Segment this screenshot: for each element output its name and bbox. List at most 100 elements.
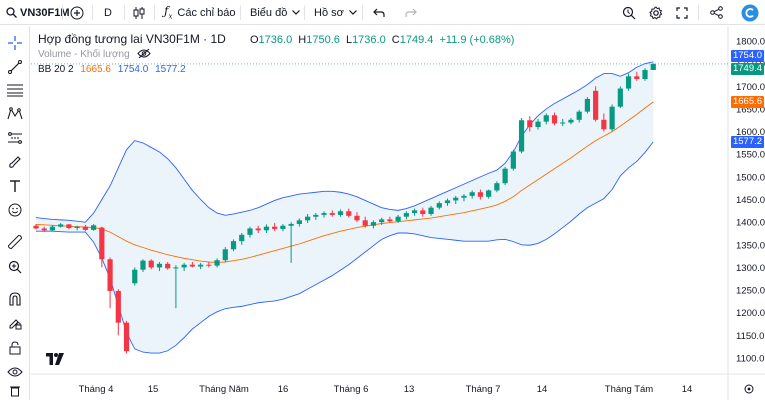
fib-tool[interactable] <box>4 79 26 101</box>
chevron-down-icon <box>292 10 301 15</box>
pencil-lock-icon <box>9 319 22 330</box>
price-axis-label: 1800.0 <box>736 37 765 48</box>
magnet-tool[interactable] <box>4 288 26 310</box>
interval-button[interactable]: D <box>104 0 112 25</box>
candle-body <box>123 322 130 352</box>
candle-body <box>568 119 574 123</box>
candle-body <box>66 224 72 229</box>
candle-body <box>91 225 97 230</box>
chart-pane[interactable]: 1800.01750.01700.01650.01600.01550.01500… <box>31 26 765 400</box>
candle-body <box>255 228 261 231</box>
share-button[interactable] <box>710 0 723 25</box>
trash-icon <box>10 386 20 397</box>
candle-body <box>288 223 294 226</box>
quick-search-button[interactable] <box>622 0 636 25</box>
lock-tool[interactable] <box>4 337 26 359</box>
open-value: 1736.0 <box>258 34 293 46</box>
change-value: +11.9 (+0.68%) <box>439 34 515 46</box>
candle-body <box>115 290 121 323</box>
candle-body <box>403 213 409 217</box>
candle-body <box>189 264 195 267</box>
indicators-label: Các chỉ báo <box>177 6 236 19</box>
lock-drawing-tool[interactable] <box>4 312 26 334</box>
account-button[interactable] <box>741 0 759 25</box>
undo-button[interactable] <box>373 0 385 25</box>
emoji-tool[interactable] <box>4 199 26 221</box>
search-zoom-icon <box>622 6 636 19</box>
fullscreen-button[interactable] <box>676 0 688 25</box>
time-axis-label: Tháng 7 <box>466 384 501 395</box>
pattern-tool[interactable] <box>4 103 26 125</box>
toolbar-divider <box>124 5 125 20</box>
legend-volume[interactable]: Volume - Khối lượng <box>38 48 152 60</box>
price-axis-label: 1150.0 <box>736 331 764 342</box>
gear-icon <box>649 5 663 19</box>
candle-body <box>395 216 401 222</box>
candle-body <box>411 210 418 214</box>
legend-title[interactable]: Hợp đồng tương lai VN30F1M · 1D <box>38 32 226 46</box>
ruler-tool[interactable] <box>4 231 26 253</box>
bb-basis-line <box>35 101 654 263</box>
candle-body <box>420 210 426 214</box>
toolbar-divider <box>362 5 363 20</box>
legend-bb[interactable]: BB 20 2 1665.6 1754.0 1577.2 <box>38 64 186 75</box>
compare-button[interactable] <box>68 0 86 25</box>
price-axis-label: 1550.0 <box>736 150 765 161</box>
candle-body <box>272 226 278 229</box>
fullscreen-icon <box>676 6 688 19</box>
trendline-tool[interactable] <box>4 56 26 78</box>
redo-icon <box>405 8 417 17</box>
candle-body <box>156 263 163 268</box>
visibility-tool[interactable] <box>4 361 26 383</box>
price-tag-last: 1749.4 <box>731 62 764 75</box>
bb-lower-value: 1577.2 <box>155 64 186 75</box>
crosshair-icon <box>8 36 22 50</box>
candle-body <box>214 260 220 266</box>
price-axis-label: 1700.0 <box>736 82 765 93</box>
tradingview-logo-icon[interactable] <box>46 353 64 365</box>
brush-icon <box>9 156 21 168</box>
low-label: L <box>345 34 353 46</box>
pattern-icon <box>7 107 23 120</box>
profile-label: Hồ sơ <box>314 6 344 19</box>
price-axis-label: 1400.0 <box>736 218 765 229</box>
candle-body <box>346 211 352 216</box>
price-chart[interactable]: 1800.01750.01700.01650.01600.01550.01500… <box>31 26 765 400</box>
candle-body <box>502 168 508 184</box>
price-tag-band: 1754.0 <box>731 49 764 62</box>
axis-settings-icon[interactable] <box>744 384 754 394</box>
brush-tool[interactable] <box>4 151 26 173</box>
time-axis-label: Tháng Năm <box>199 384 249 395</box>
symbol-search-button[interactable]: VN30F1M <box>4 0 70 25</box>
eye-icon <box>7 367 23 377</box>
profile-dropdown[interactable]: Hồ sơ <box>314 0 357 25</box>
candle-body <box>625 76 632 89</box>
forecast-icon <box>8 132 22 144</box>
candle-body <box>329 213 335 215</box>
bb-label: BB 20 2 <box>38 64 74 75</box>
chart-type-dropdown[interactable]: Biểu đồ <box>250 0 301 25</box>
remove-drawings-tool[interactable] <box>4 380 26 400</box>
indicators-button[interactable]: ƒx Các chỉ báo <box>164 0 236 25</box>
candle-body <box>576 111 582 120</box>
price-axis-label: 1250.0 <box>736 286 765 297</box>
prediction-tool[interactable] <box>4 127 26 149</box>
zoom-tool[interactable] <box>4 256 26 278</box>
candle-body <box>148 260 154 268</box>
text-tool[interactable] <box>4 175 26 197</box>
candle-body <box>650 63 656 70</box>
legend-main: Hợp đồng tương lai VN30F1M · 1D O1736.0 … <box>38 32 514 46</box>
symbol-label: VN30F1M <box>20 6 70 19</box>
candle-style-button[interactable] <box>132 0 146 25</box>
settings-button[interactable] <box>649 0 663 25</box>
toolbar-divider <box>698 5 699 20</box>
redo-button[interactable] <box>405 0 417 25</box>
magnet-icon <box>9 292 21 306</box>
price-tag-basis: 1665.6 <box>731 95 764 108</box>
hidden-eye-icon[interactable] <box>137 48 152 59</box>
candle-body <box>560 122 566 124</box>
candle-body <box>461 195 467 198</box>
candle-body <box>263 226 270 231</box>
candle-body <box>280 225 286 229</box>
crosshair-tool[interactable] <box>4 32 26 54</box>
